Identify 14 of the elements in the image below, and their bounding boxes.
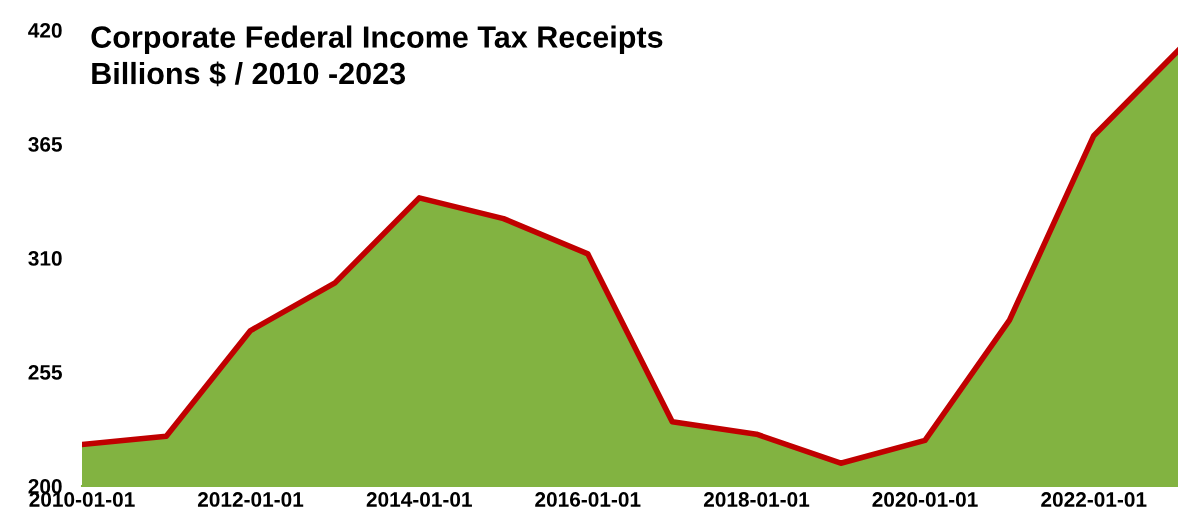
y-tick-label: 310: [28, 251, 62, 266]
x-tick-label: 2012-01-01: [197, 492, 304, 507]
y-tick-label: 255: [28, 365, 62, 380]
chart-title: Corporate Federal Income Tax Receipts: [91, 25, 663, 54]
y-tick-label: 365: [28, 137, 62, 152]
y-tick-label: 420: [28, 23, 62, 38]
x-tick-label: 2016-01-01: [535, 492, 641, 507]
x-tick-label: 2022-01-01: [1041, 492, 1147, 507]
y-tick-label: 200: [28, 479, 62, 494]
text: Billions $ / 2010 -2023: [92, 61, 406, 87]
x-tick-label: 2014-01-01: [366, 492, 472, 507]
x-tick-label: 2018-01-01: [703, 492, 810, 507]
x-tick-label: 2010-01-01: [29, 492, 135, 507]
x-tick-label: 2020-01-01: [872, 492, 978, 507]
